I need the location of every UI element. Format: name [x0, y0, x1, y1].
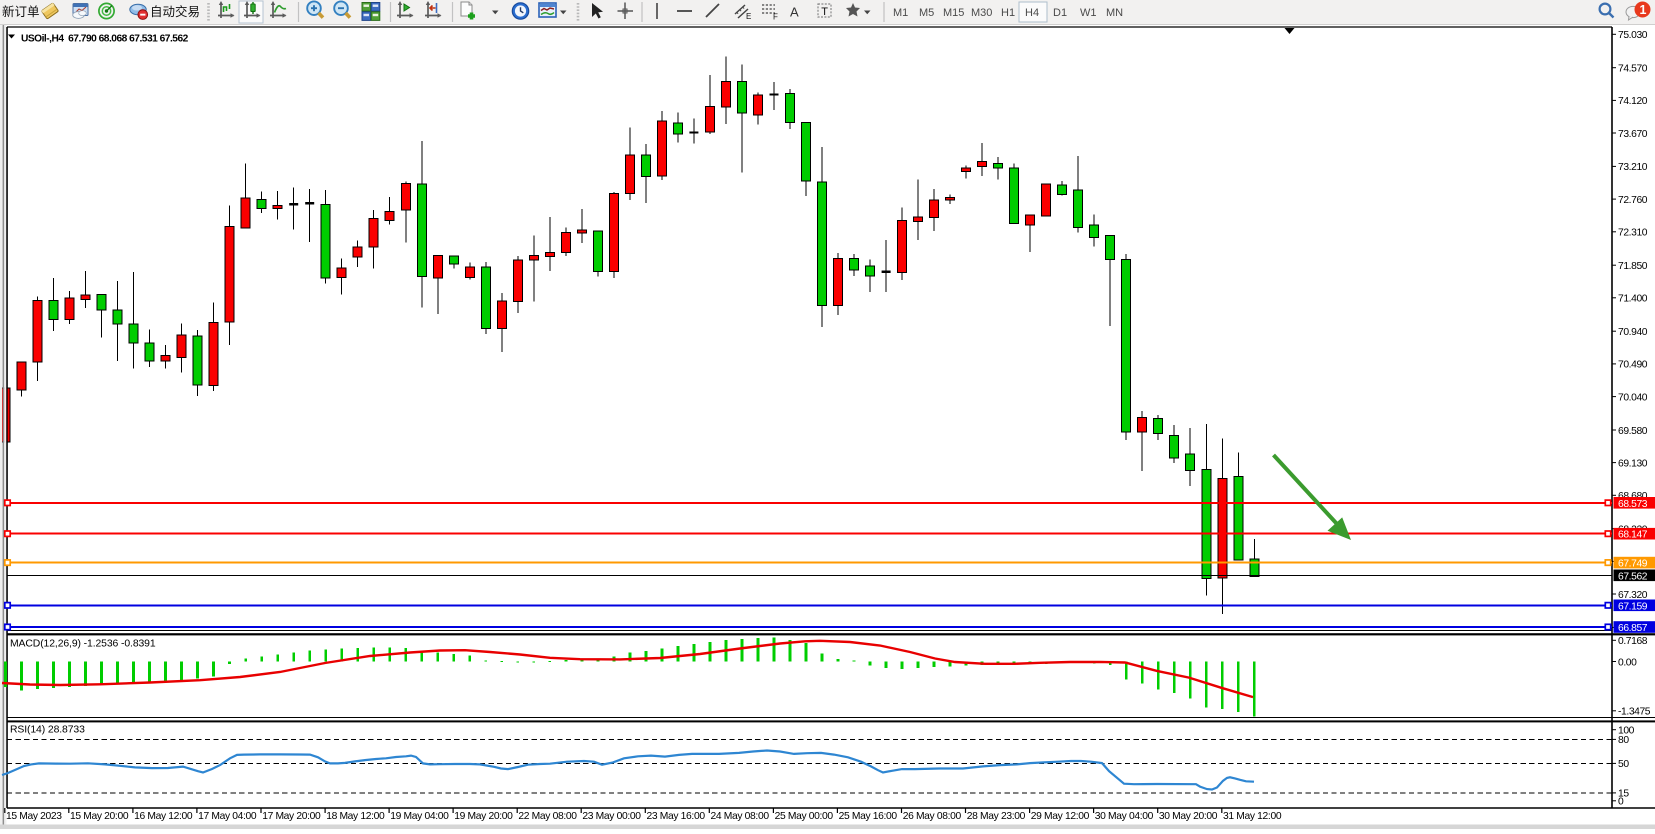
- svg-text:70.490: 70.490: [1618, 360, 1648, 371]
- svg-text:28 May 23:00: 28 May 23:00: [967, 811, 1026, 822]
- svg-text:15 May 20:00: 15 May 20:00: [70, 811, 129, 822]
- svg-text:H1: H1: [1001, 7, 1015, 19]
- svg-text:RSI(14) 28.8733: RSI(14) 28.8733: [10, 725, 85, 736]
- svg-text:15 May 2023: 15 May 2023: [6, 811, 62, 822]
- svg-text:1: 1: [1640, 3, 1647, 17]
- svg-text:17 May 04:00: 17 May 04:00: [198, 811, 257, 822]
- svg-text:67.159: 67.159: [1618, 601, 1648, 612]
- svg-text:MACD(12,26,9) -1.2536 -0.8391: MACD(12,26,9) -1.2536 -0.8391: [10, 639, 156, 650]
- svg-text:68.147: 68.147: [1618, 530, 1648, 541]
- svg-text:71.400: 71.400: [1618, 294, 1648, 305]
- svg-text:75.030: 75.030: [1618, 30, 1648, 41]
- svg-text:MN: MN: [1106, 7, 1123, 19]
- svg-text:23 May 16:00: 23 May 16:00: [647, 811, 706, 822]
- svg-text:50: 50: [1618, 759, 1629, 770]
- svg-text:E: E: [746, 12, 751, 21]
- svg-text:73.670: 73.670: [1618, 129, 1648, 140]
- svg-text:W1: W1: [1080, 7, 1097, 19]
- svg-text:70.940: 70.940: [1618, 327, 1648, 338]
- svg-text:0.00: 0.00: [1618, 657, 1637, 668]
- svg-text:69.130: 69.130: [1618, 458, 1648, 469]
- svg-text:F: F: [773, 13, 778, 22]
- svg-text:A: A: [790, 5, 799, 20]
- svg-text:19 May 20:00: 19 May 20:00: [454, 811, 513, 822]
- svg-text:69.580: 69.580: [1618, 426, 1648, 437]
- svg-text:26 May 08:00: 26 May 08:00: [903, 811, 962, 822]
- svg-text:31 May 12:00: 31 May 12:00: [1223, 811, 1282, 822]
- svg-text:72.310: 72.310: [1618, 228, 1648, 239]
- svg-text:USOil-,H4 67.790 68.068 67.53: USOil-,H4 67.790 68.068 67.531 67.562: [21, 34, 189, 45]
- svg-text:30 May 04:00: 30 May 04:00: [1095, 811, 1154, 822]
- svg-text:74.570: 74.570: [1618, 64, 1648, 75]
- svg-text:67.562: 67.562: [1618, 571, 1648, 582]
- svg-text:19 May 04:00: 19 May 04:00: [390, 811, 449, 822]
- svg-text:22 May 08:00: 22 May 08:00: [518, 811, 577, 822]
- svg-text:M15: M15: [943, 7, 964, 19]
- svg-text:-1.3475: -1.3475: [1618, 707, 1651, 718]
- svg-text:0: 0: [1618, 797, 1624, 808]
- svg-text:25 May 16:00: 25 May 16:00: [839, 811, 898, 822]
- svg-text:自动交易: 自动交易: [150, 4, 200, 19]
- svg-text:30 May 20:00: 30 May 20:00: [1159, 811, 1218, 822]
- svg-text:71.850: 71.850: [1618, 261, 1648, 272]
- svg-text:M30: M30: [971, 7, 992, 19]
- svg-text:16 May 12:00: 16 May 12:00: [134, 811, 193, 822]
- svg-text:T: T: [821, 6, 828, 18]
- svg-text:D1: D1: [1053, 7, 1067, 19]
- svg-text:25 May 00:00: 25 May 00:00: [775, 811, 834, 822]
- svg-text:24 May 08:00: 24 May 08:00: [711, 811, 770, 822]
- svg-text:67.749: 67.749: [1618, 559, 1648, 570]
- svg-text:66.857: 66.857: [1618, 623, 1648, 634]
- svg-text:80: 80: [1618, 735, 1629, 746]
- svg-text:68.573: 68.573: [1618, 499, 1648, 510]
- svg-text:M1: M1: [893, 7, 908, 19]
- svg-text:67.320: 67.320: [1618, 590, 1648, 601]
- svg-text:17 May 20:00: 17 May 20:00: [262, 811, 321, 822]
- svg-text:74.120: 74.120: [1618, 96, 1648, 107]
- svg-text:73.210: 73.210: [1618, 162, 1648, 173]
- svg-text:0.7168: 0.7168: [1618, 636, 1648, 647]
- svg-text:29 May 12:00: 29 May 12:00: [1031, 811, 1090, 822]
- svg-text:新订单: 新订单: [2, 4, 40, 19]
- svg-text:18 May 12:00: 18 May 12:00: [326, 811, 385, 822]
- svg-text:70.040: 70.040: [1618, 392, 1648, 403]
- svg-text:H4: H4: [1025, 7, 1039, 19]
- svg-text:23 May 00:00: 23 May 00:00: [582, 811, 641, 822]
- svg-text:72.760: 72.760: [1618, 195, 1648, 206]
- svg-text:M5: M5: [919, 7, 934, 19]
